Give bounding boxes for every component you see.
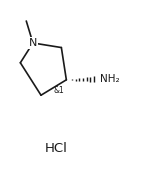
Text: N: N: [29, 38, 37, 48]
Text: HCl: HCl: [45, 142, 68, 155]
Text: NH₂: NH₂: [100, 74, 119, 84]
Text: &1: &1: [53, 86, 64, 95]
